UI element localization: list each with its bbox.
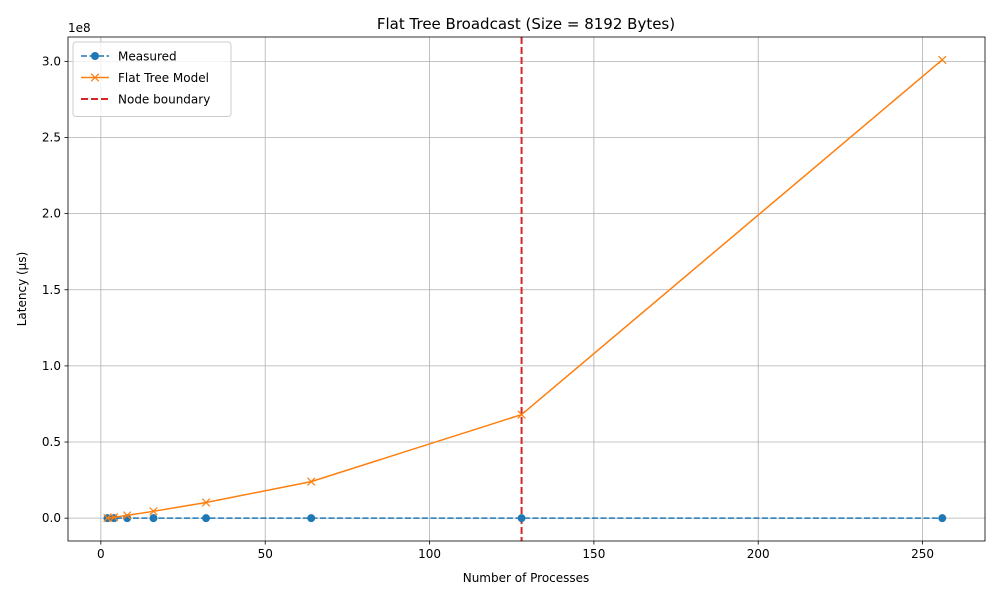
y-tick-label: 2.0 — [42, 207, 61, 221]
y-axis-offset-label: 1e8 — [68, 21, 91, 35]
measured-point — [938, 514, 947, 523]
flat-tree-model-line — [107, 59, 943, 519]
x-tick-label: 0 — [97, 547, 105, 561]
flat-tree-model-point — [149, 507, 158, 516]
legend: Measured Flat Tree Model Node boundary — [72, 41, 232, 117]
y-tick-label: 1.5 — [42, 283, 61, 297]
legend-label-flat-tree-model: Flat Tree Model — [118, 71, 209, 85]
flat-tree-model-point — [103, 513, 112, 523]
legend-label-measured: Measured — [118, 50, 177, 64]
plot-frame — [67, 36, 986, 542]
chart-title: Flat Tree Broadcast (Size = 8192 Bytes) — [377, 15, 675, 33]
legend-marker-flat-tree-model — [90, 73, 100, 82]
x-tick-label: 250 — [911, 547, 934, 561]
y-tick-label: 0.0 — [42, 511, 61, 525]
y-tick-label: 2.5 — [42, 130, 61, 144]
measured-point — [202, 514, 211, 523]
flat-tree-model-point — [109, 513, 119, 522]
flat-tree-model-point — [938, 55, 947, 65]
flat-tree-model-point — [306, 477, 316, 486]
y-tick-label: 1.0 — [42, 359, 61, 373]
axis-ticks: 0 50 100 150 200 250 0.0 0.5 1.0 1.5 2.0 2.5 3.0 — [42, 54, 934, 561]
measured-point — [149, 514, 158, 523]
measured-point — [517, 514, 526, 523]
series-lines — [103, 55, 947, 523]
y-tick-label: 3.0 — [42, 54, 61, 68]
flat-tree-model-point — [122, 511, 132, 520]
measured-point — [307, 514, 316, 523]
flat-tree-model-point — [201, 498, 211, 507]
y-tick-label: 0.5 — [42, 435, 61, 449]
legend-label-node-boundary: Node boundary — [118, 93, 210, 107]
x-tick-label: 200 — [747, 547, 770, 561]
x-tick-label: 100 — [418, 547, 441, 561]
plot-area — [68, 37, 985, 541]
y-axis-label: Latency (µs) — [15, 252, 29, 327]
x-axis-label: Number of Processes — [463, 571, 590, 585]
x-tick-label: 150 — [582, 547, 605, 561]
legend-marker-measured — [91, 52, 99, 60]
x-tick-label: 50 — [258, 547, 273, 561]
flat-tree-model-point — [517, 410, 526, 419]
legend-box — [72, 41, 232, 117]
